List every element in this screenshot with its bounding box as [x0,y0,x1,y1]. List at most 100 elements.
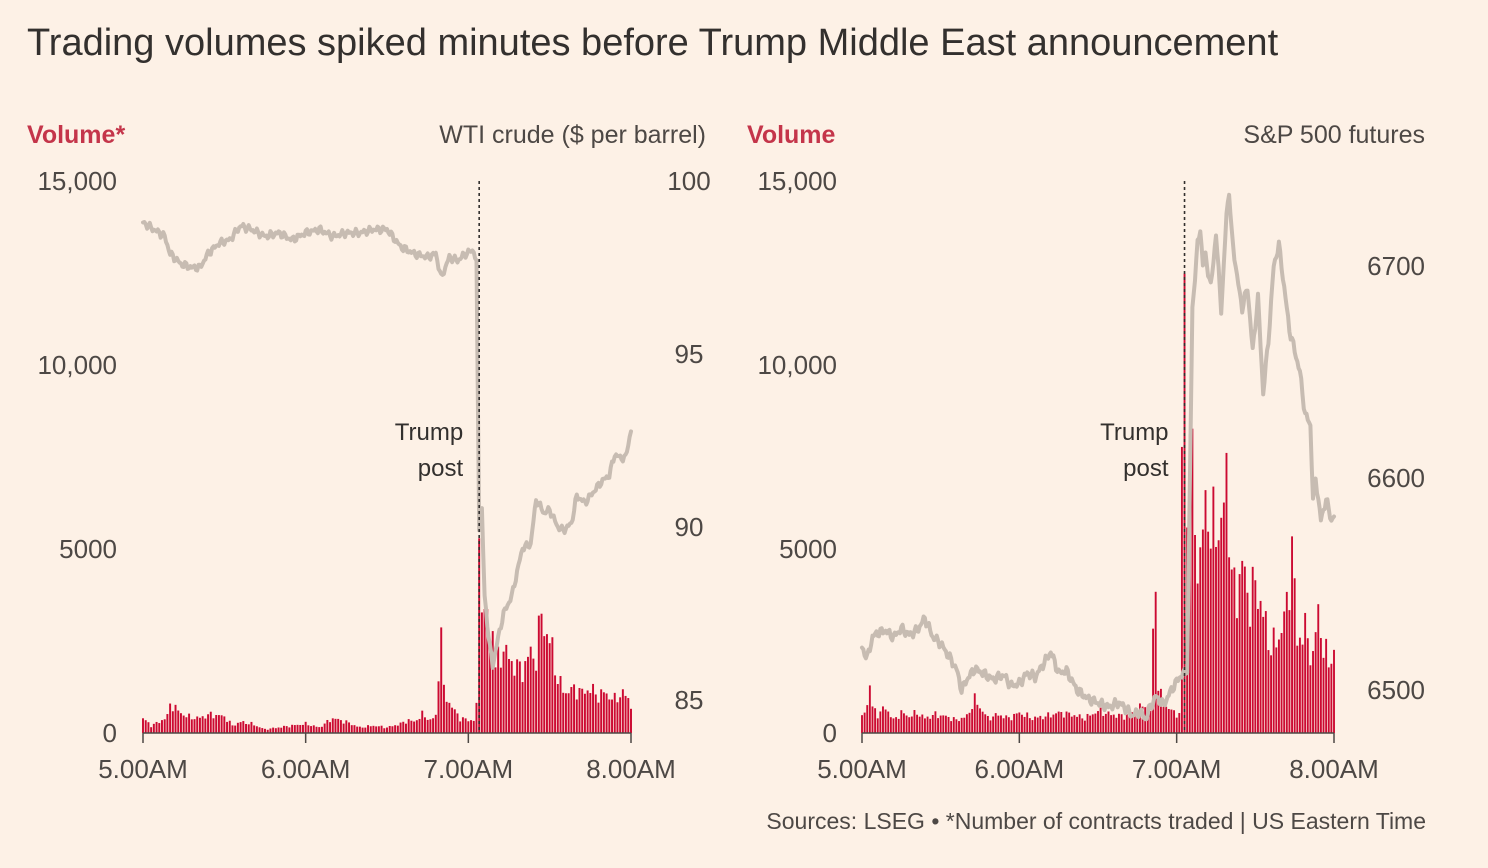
volume-bar [423,717,426,733]
volume-bar [161,720,163,733]
volume-bar [1241,560,1244,733]
volume-bar [245,724,247,733]
volume-bar [291,724,294,733]
volume-bar [1110,715,1113,733]
right-tick-label: 6500 [1367,675,1425,705]
volume-bar [478,538,481,733]
right-tick-label: 85 [675,685,704,715]
volume-bar [283,725,285,733]
volume-bar [1175,717,1178,733]
volume-bar [1246,592,1249,733]
volume-bar [1083,720,1086,733]
volume-bar [399,722,402,733]
left-tick-label: 10,000 [37,350,117,380]
volume-bar [1194,535,1196,733]
volume-bar [947,716,950,733]
volume-bar [508,658,510,733]
volume-bar [158,723,161,733]
volume-bar [1060,712,1063,733]
volume-bar [231,725,234,733]
volume-bar [1141,706,1144,733]
right-axis-label: S&P 500 futures [1243,121,1425,149]
volume-bar [950,721,953,733]
volume-bar [1285,591,1288,733]
volume-bar [1236,618,1238,733]
volume-bar [884,709,887,733]
volume-bar [1026,712,1029,733]
volume-bar [1167,709,1170,733]
volume-bar [1327,667,1330,733]
volume-bar [448,702,451,733]
volume-bar [887,711,890,733]
annotation-label: post [418,455,464,482]
volume-bar [255,726,258,733]
volume-bar [220,715,223,733]
volume-bar [521,682,524,733]
annotation-label: post [1123,455,1169,482]
volume-bar [1118,713,1120,733]
volume-bar [1212,486,1215,733]
volume-bar [868,685,871,733]
volume-bar [147,722,150,733]
volume-bar [307,725,310,733]
volume-bar [1233,567,1236,733]
left-tick-label: 10,000 [757,350,837,380]
volume-bar [1149,710,1152,733]
volume-bar [1204,490,1207,733]
volume-bar [239,722,242,733]
volume-bar [304,721,307,733]
volume-bar [600,689,603,733]
volume-bar [889,717,892,733]
volume-bar [301,724,304,733]
volume-bar [963,717,966,733]
volume-bar [876,718,879,733]
volume-bar [1304,612,1307,733]
volume-bar [1073,715,1076,733]
volume-bar [573,684,576,733]
volume-bar [396,725,399,733]
volume-bar [1057,711,1060,733]
volume-bar [926,716,929,733]
volume-bar [1277,639,1280,733]
volume-bar [494,667,497,733]
volume-bar [486,609,489,733]
volume-bar [1317,604,1320,733]
volume-bar [502,651,505,733]
volume-bar [955,719,958,733]
volume-bar [1251,566,1254,733]
volume-bar [1115,717,1118,733]
volume-bar [1333,649,1335,733]
volume-bar [1196,583,1199,733]
volume-bar [250,721,253,733]
volume-bar [952,717,955,733]
volume-bar [861,715,863,733]
volume-bar [937,718,939,733]
volume-bar [152,723,155,733]
volume-bar [1296,645,1299,733]
volume-bar [323,723,326,733]
volume-bar [299,725,302,733]
volume-bar [383,728,386,733]
right-tick-label: 100 [667,166,710,196]
volume-bar [545,634,548,733]
x-tick-label: 8.00AM [586,754,676,784]
chart-title: Trading volumes spiked minutes before Tr… [27,22,1279,64]
volume-bar [913,710,916,733]
volume-bar [329,722,332,733]
volume-bar [586,690,589,733]
volume-bar [958,721,960,733]
volume-bar [375,726,378,733]
volume-bar [361,727,364,733]
volume-bar [1036,717,1039,733]
volume-bar [1215,546,1217,733]
volume-bar [1097,711,1099,733]
right-tick-label: 6600 [1367,463,1425,493]
volume-bar [1049,717,1052,733]
volume-bar [516,659,519,733]
volume-bar [380,725,383,733]
volume-bar [1028,718,1031,733]
volume-bar [559,676,562,733]
annotation-label: Trump [395,419,463,446]
volume-bar [583,693,586,733]
